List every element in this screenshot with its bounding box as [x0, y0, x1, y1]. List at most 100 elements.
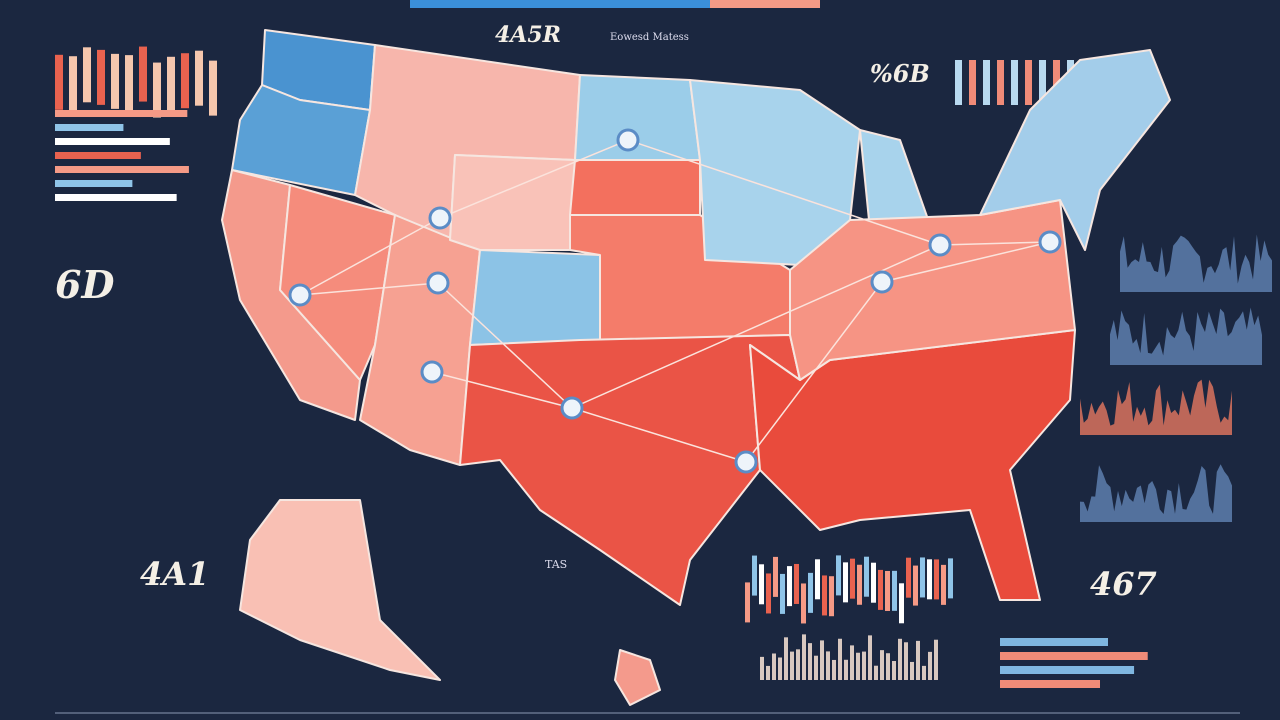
bar-decor [55, 54, 63, 110]
bar-decor [856, 652, 860, 680]
bar-decor [125, 55, 133, 111]
bar-decor [906, 557, 911, 598]
bar-decor [773, 556, 778, 597]
bar-decor [69, 56, 77, 112]
bar-decor [822, 575, 827, 616]
bar-decor [898, 638, 902, 680]
city-marker [428, 206, 452, 230]
bar-decor [997, 60, 1004, 105]
bar-decor [787, 566, 792, 607]
bar-decor [752, 555, 757, 596]
bar-decor [815, 559, 820, 600]
bar-decor [820, 640, 824, 680]
label: %6B [870, 59, 930, 88]
us-map [221, 29, 1171, 706]
bar-decor [55, 124, 124, 131]
bar-decor [862, 651, 866, 680]
bar-decor [766, 665, 770, 680]
title: 4A5R [495, 22, 561, 48]
bar-decor [772, 653, 776, 680]
bar-decor [941, 564, 946, 605]
bar-decor [829, 576, 834, 617]
bar-decor [904, 642, 908, 680]
city-marker [560, 396, 584, 420]
city-marker [734, 450, 758, 474]
area-decor [1110, 307, 1262, 365]
bar-decor [899, 583, 904, 624]
bar-decor [880, 650, 884, 680]
bar-decor [928, 651, 932, 680]
bar-decor [796, 649, 800, 680]
bar-decor [1000, 638, 1109, 646]
bar-decor [778, 657, 782, 680]
bar-decor [181, 53, 189, 109]
area-decor [1120, 234, 1272, 292]
bar-decor [139, 46, 147, 102]
bar-decor [83, 47, 91, 103]
bar-decor [850, 645, 854, 680]
bar-decor [826, 651, 830, 680]
label: 467 [1090, 565, 1157, 603]
area-decor [1080, 464, 1232, 522]
bar-decor [843, 562, 848, 603]
bar-decor [850, 558, 855, 599]
bar-decor [844, 659, 848, 680]
bar-decor [55, 194, 177, 201]
bar-decor [195, 50, 203, 106]
city-marker [1038, 230, 1062, 254]
bar-decor [808, 643, 812, 680]
state [239, 499, 441, 681]
bar-decor [790, 651, 794, 680]
state [614, 649, 661, 706]
bar-decor [808, 572, 813, 613]
state [449, 154, 576, 251]
bar-decor [934, 559, 939, 600]
bar-decor [760, 656, 764, 680]
bar-decor [934, 639, 938, 680]
state [569, 159, 701, 216]
state [859, 129, 931, 231]
bar-decor [1000, 680, 1101, 688]
city-marker [870, 270, 894, 294]
bar-decor [913, 565, 918, 606]
bar-decor [745, 582, 750, 623]
bar-decor [759, 564, 764, 605]
bar-decor [871, 562, 876, 603]
bar-decor [892, 570, 897, 611]
city-marker [420, 360, 444, 384]
bar-decor [1011, 60, 1018, 105]
bar-decor [209, 60, 217, 116]
bar-decor [857, 564, 862, 605]
bar-decor [55, 166, 189, 173]
bar-decor [983, 60, 990, 105]
bar-decor [1000, 652, 1148, 660]
bar-decor [955, 60, 962, 105]
label: 4A1 [140, 555, 209, 593]
label: 6D [55, 262, 114, 307]
bar-decor [922, 665, 926, 680]
bar-decor [864, 556, 869, 597]
bar-decor [836, 555, 841, 596]
state [979, 49, 1171, 251]
bar-decor [167, 56, 175, 112]
bar-decor [892, 661, 896, 680]
bar-decor [814, 655, 818, 680]
city-marker [616, 128, 640, 152]
bar-decor [801, 583, 806, 624]
area-decor [1080, 379, 1232, 435]
bar-decor [916, 640, 920, 680]
bar-decor [802, 634, 806, 680]
bar-decor [885, 570, 890, 611]
bar-decor [910, 661, 914, 680]
city-marker [288, 283, 312, 307]
bar-decor [55, 152, 141, 159]
bar-decor [920, 557, 925, 598]
markers [288, 128, 1062, 474]
state [574, 74, 701, 161]
city-marker [426, 271, 450, 295]
bar-decor [710, 0, 820, 8]
route [299, 244, 941, 409]
bar-decor [868, 635, 872, 680]
label: TAS [545, 558, 567, 571]
